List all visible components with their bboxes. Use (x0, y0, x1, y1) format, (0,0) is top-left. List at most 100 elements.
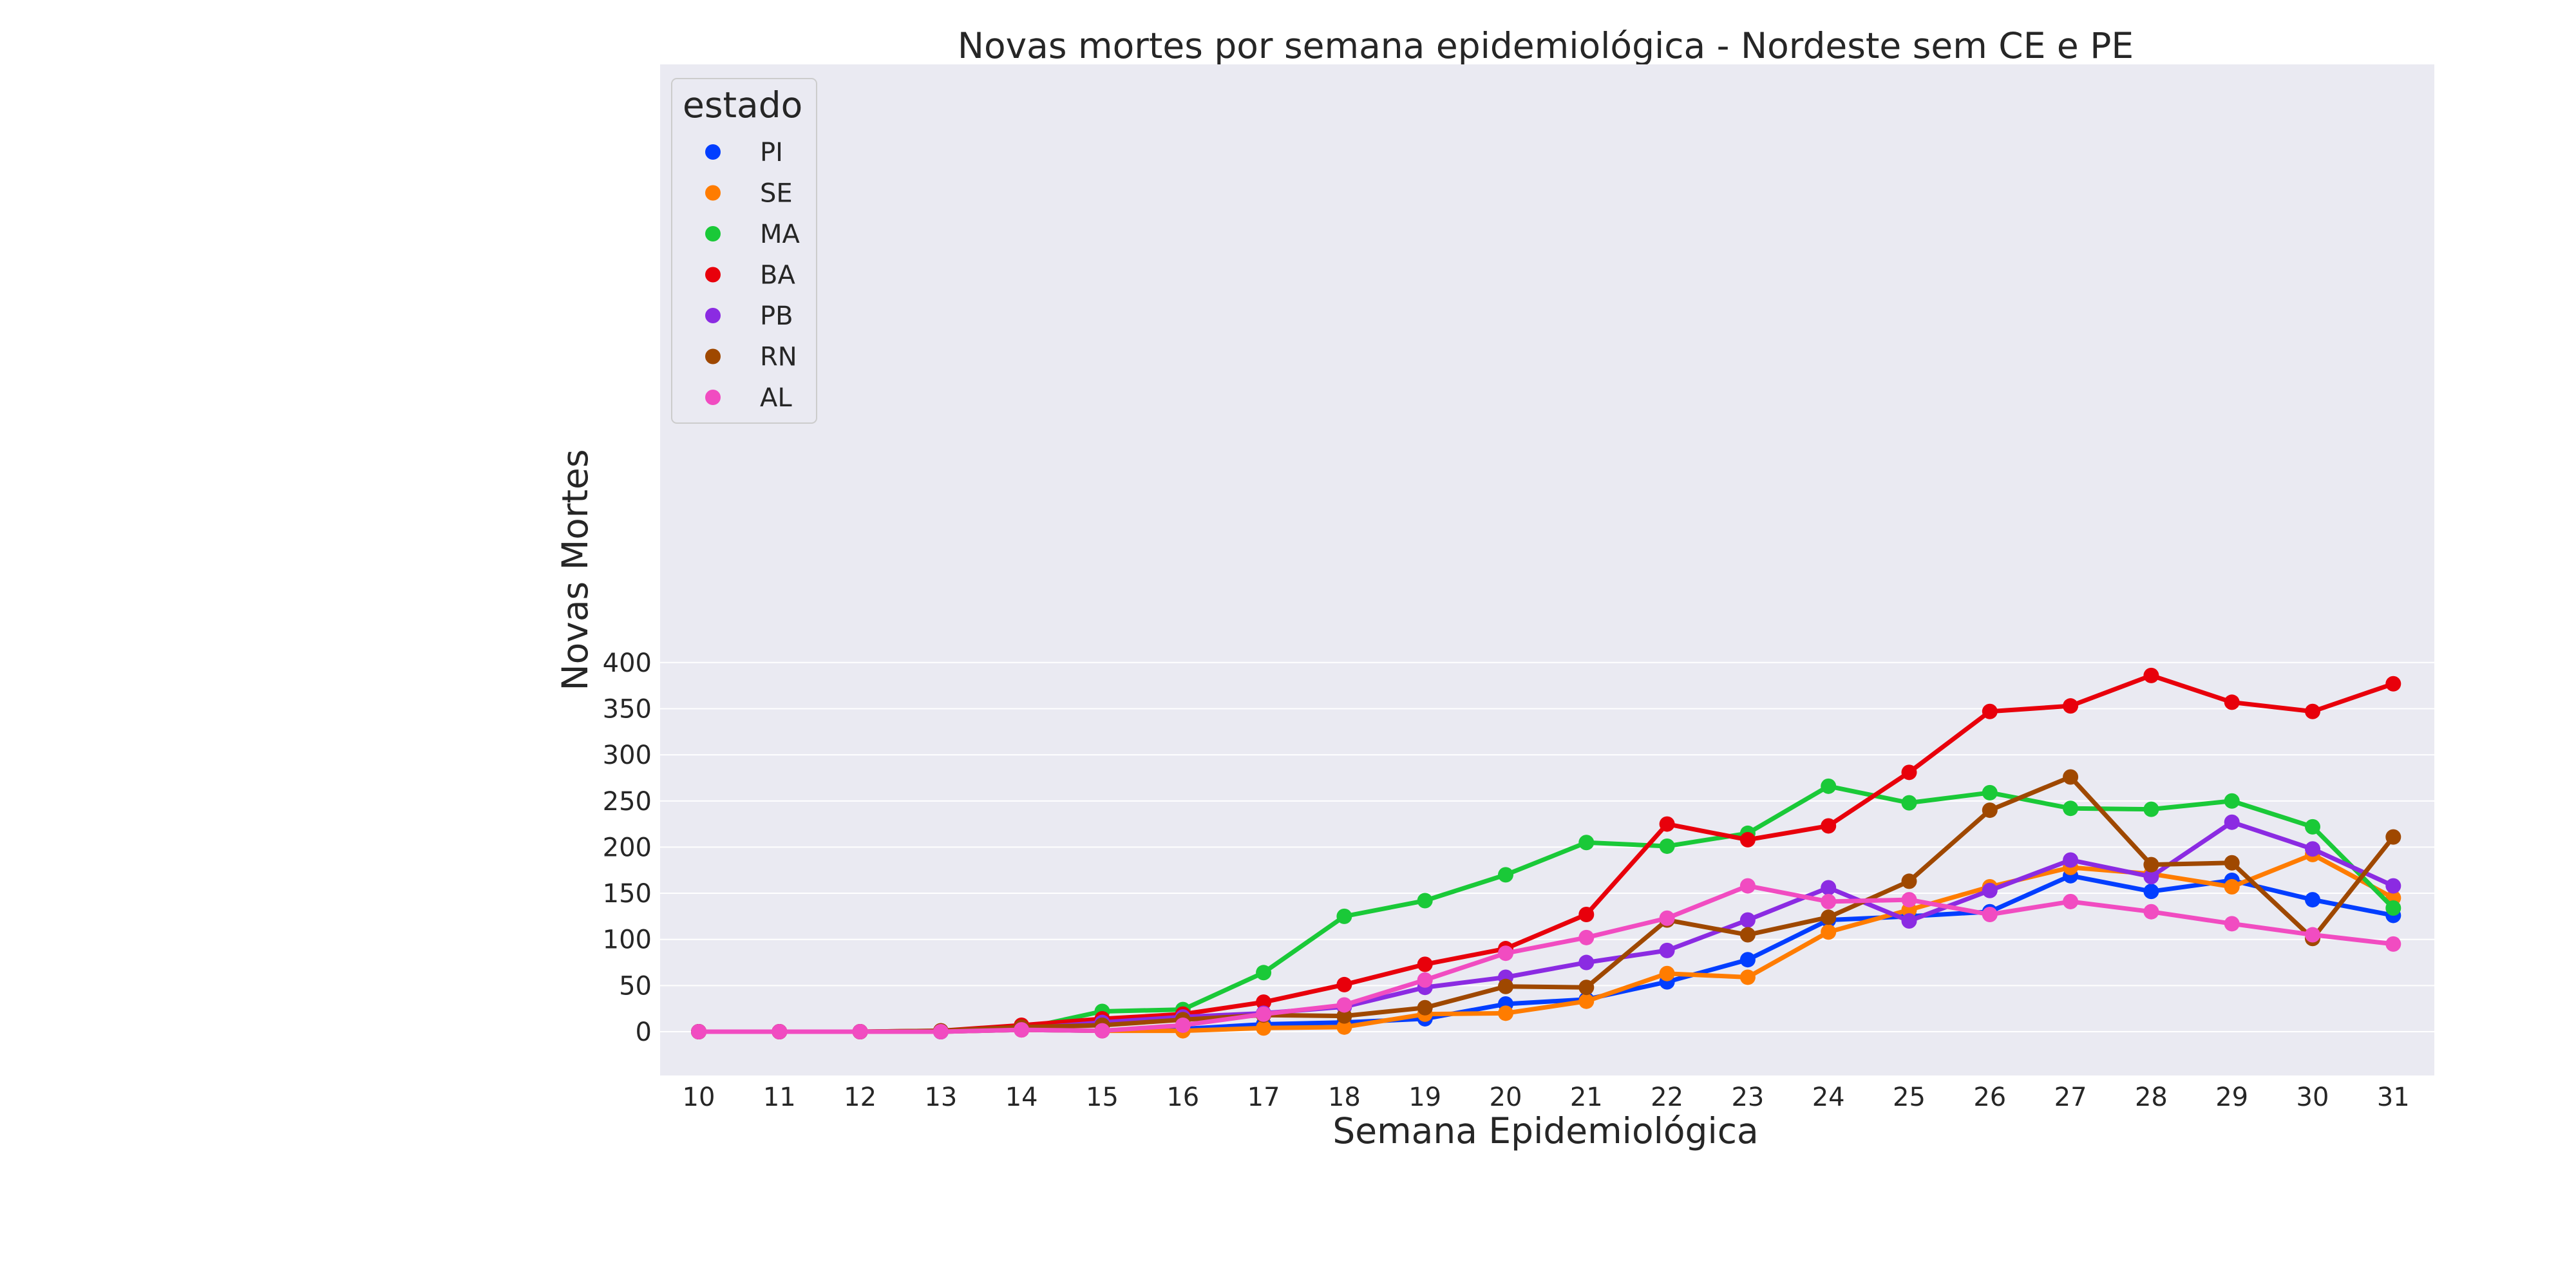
data-point (1739, 969, 1756, 985)
data-point (1336, 1008, 1352, 1024)
data-point (1498, 867, 1513, 883)
data-point (1821, 880, 1837, 896)
data-point (1336, 997, 1352, 1013)
data-point (1578, 993, 1595, 1009)
y-tick-label: 50 (619, 971, 652, 1001)
data-point (1578, 835, 1595, 851)
grid-lines (660, 661, 2434, 1032)
data-point (1982, 802, 1998, 819)
x-tick-label: 29 (2215, 1083, 2248, 1112)
data-point (1739, 927, 1756, 943)
legend-marker (705, 267, 721, 283)
data-point (1821, 924, 1837, 940)
data-point (1336, 1019, 1352, 1035)
data-point (1256, 1020, 1272, 1036)
data-point (2385, 900, 2401, 916)
x-tick-label: 18 (1328, 1083, 1361, 1112)
data-point (2224, 879, 2240, 895)
x-tick-label: 17 (1247, 1083, 1280, 1112)
data-point (2224, 855, 2240, 871)
legend-label: MA (760, 220, 800, 249)
chart-title: Novas mortes por semana epidemiológica -… (958, 25, 2134, 66)
x-tick-label: 21 (1570, 1083, 1603, 1112)
x-tick-label: 12 (844, 1083, 876, 1112)
data-point (772, 1024, 788, 1039)
y-tick-label: 0 (636, 1018, 652, 1047)
x-tick-label: 26 (1973, 1083, 2006, 1112)
data-point (1417, 972, 1433, 988)
data-point (2224, 694, 2240, 710)
data-point (2224, 814, 2240, 830)
data-point (691, 1024, 706, 1039)
data-point (852, 1024, 868, 1039)
x-tick-label: 28 (2135, 1083, 2168, 1112)
data-point (2143, 667, 2159, 683)
legend-label: BA (760, 261, 795, 290)
data-point (1417, 999, 1433, 1016)
data-point (1982, 882, 1998, 898)
data-point (1739, 831, 1756, 848)
x-axis-ticks: 10 11 12 13 14 15 16 17 18 19 20 21 22 23 24 25 26 27 28 29… (683, 1083, 2410, 1112)
data-point (1498, 1005, 1513, 1021)
x-tick-label: 24 (1812, 1083, 1845, 1112)
legend: estado PI SE MA BA PB RN AL (671, 78, 817, 424)
data-point (2305, 703, 2320, 719)
x-tick-label: 15 (1086, 1083, 1119, 1112)
x-tick-label: 13 (924, 1083, 957, 1112)
data-point (2143, 801, 2159, 817)
data-point (1336, 976, 1352, 992)
data-point (1739, 878, 1756, 894)
data-point (1336, 908, 1352, 924)
data-point (1821, 893, 1837, 909)
y-axis-title: Novas Mortes (554, 450, 596, 691)
x-tick-label: 16 (1166, 1083, 1199, 1112)
data-point (1175, 1017, 1191, 1033)
data-point (1659, 965, 1675, 981)
legend-label: RN (760, 343, 797, 372)
data-point (1821, 778, 1837, 794)
data-point (1901, 795, 1917, 811)
data-point (1821, 909, 1837, 925)
y-tick-label: 100 (603, 925, 652, 955)
data-point (933, 1024, 949, 1039)
data-point (1498, 945, 1513, 961)
data-point (2143, 857, 2159, 873)
data-point (1417, 893, 1433, 909)
data-point (2385, 878, 2401, 894)
y-tick-label: 300 (603, 741, 652, 770)
x-tick-label: 22 (1651, 1083, 1683, 1112)
data-point (1498, 978, 1513, 994)
x-tick-label: 30 (2297, 1083, 2329, 1112)
data-point (1256, 1006, 1272, 1022)
x-tick-label: 20 (1490, 1083, 1522, 1112)
data-point (1417, 956, 1433, 972)
data-point (2305, 927, 2320, 943)
data-point (1256, 965, 1272, 981)
data-point (1901, 873, 1917, 889)
data-point (1982, 907, 1998, 923)
data-point (1578, 954, 1595, 971)
x-tick-label: 25 (1893, 1083, 1926, 1112)
data-point (2224, 916, 2240, 932)
legend-marker (705, 348, 721, 365)
legend-box (671, 78, 817, 424)
data-point (1982, 703, 1998, 719)
legend-marker (705, 308, 721, 323)
x-tick-label: 10 (683, 1083, 715, 1112)
plot-area (660, 64, 2434, 1075)
data-point (1982, 784, 1998, 800)
x-tick-label: 31 (2377, 1083, 2410, 1112)
y-tick-label: 250 (603, 787, 652, 817)
y-tick-label: 150 (603, 879, 652, 909)
data-point (1739, 952, 1756, 968)
data-point (2143, 884, 2159, 900)
data-point (1659, 910, 1675, 926)
data-point (1578, 929, 1595, 945)
x-tick-label: 23 (1731, 1083, 1764, 1112)
legend-label: PI (760, 138, 783, 167)
legend-label: AL (760, 383, 792, 413)
data-point (2143, 904, 2159, 920)
data-point (1901, 913, 1917, 929)
data-point (2063, 852, 2079, 868)
